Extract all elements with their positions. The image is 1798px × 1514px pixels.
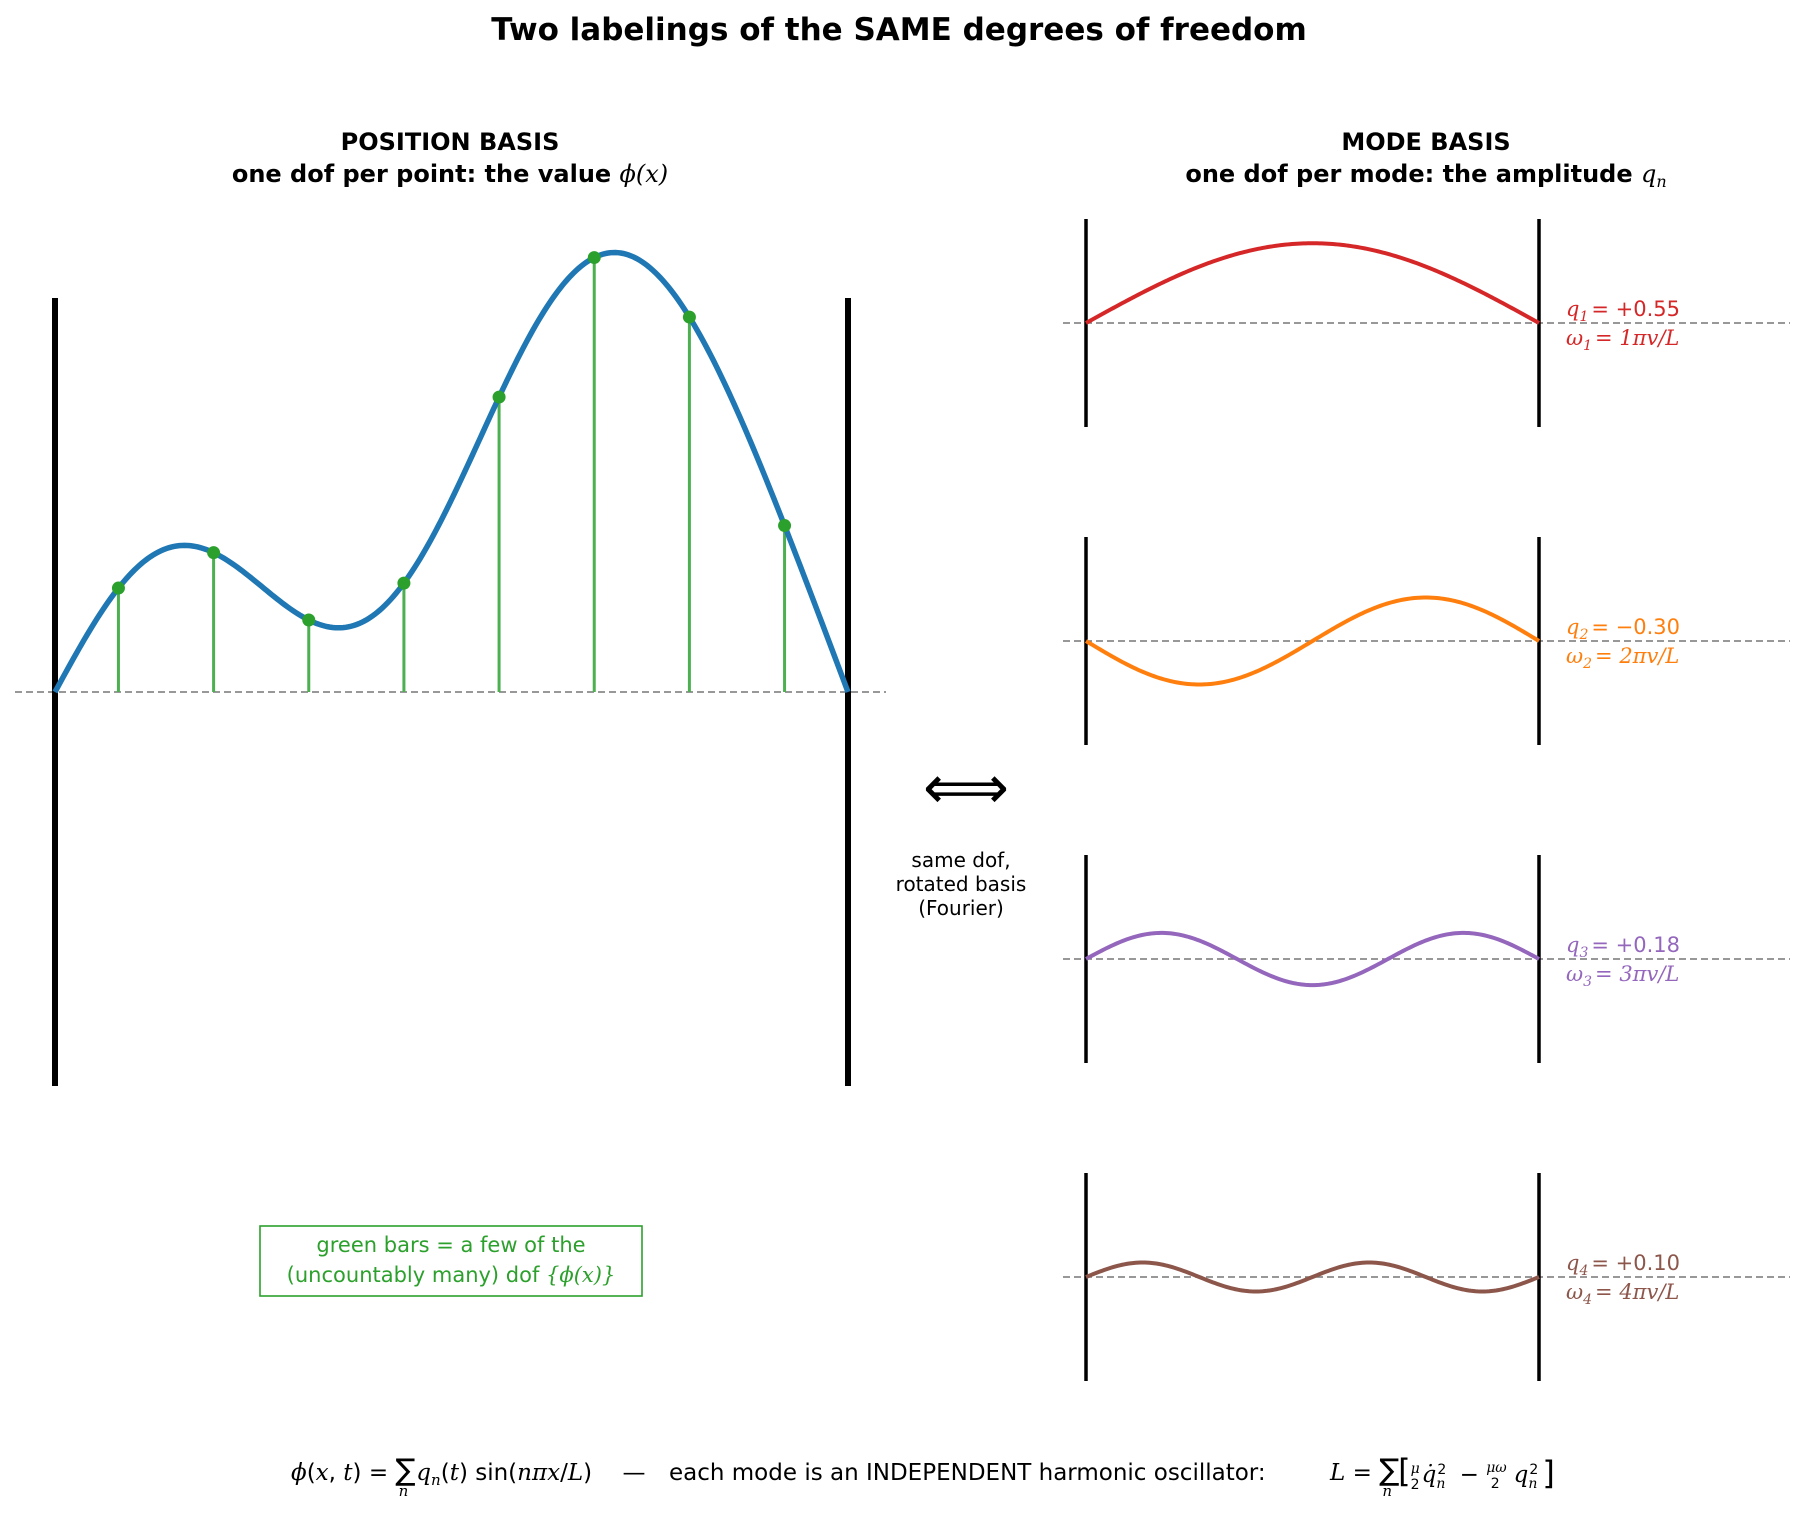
- equivalence-line3: (Fourier): [918, 896, 1004, 920]
- sample-dot-6: [587, 251, 601, 265]
- mode-4-frequency-label: ω4 = 4πv/L: [1566, 1280, 1679, 1308]
- sample-dot-4: [397, 576, 411, 590]
- mode-basis-subheading: one dof per mode: the amplitude qn: [1185, 160, 1666, 191]
- mode-basis-panel: MODE BASIS one dof per mode: the amplitu…: [1063, 128, 1790, 1381]
- mode-2-frequency-label: ω2 = 2πv/L: [1566, 644, 1679, 672]
- mode-2-amplitude-label: q2 = −0.30: [1566, 615, 1680, 643]
- sample-dot-1: [111, 581, 125, 595]
- footer-separator: —: [623, 1460, 646, 1486]
- mode-1-frequency-label: ω1 = 1πv/L: [1566, 326, 1679, 354]
- position-basis-heading: POSITION BASIS: [341, 128, 560, 156]
- sample-dots: [111, 251, 792, 627]
- mode-basis-heading: MODE BASIS: [1341, 128, 1510, 156]
- dof-note-line1: green bars = a few of the: [316, 1233, 585, 1257]
- sample-dot-7: [682, 310, 696, 324]
- sample-dot-2: [207, 546, 221, 560]
- dof-note-frame: [259, 1225, 643, 1297]
- mode-1-amplitude-label: q1 = +0.55: [1566, 297, 1680, 325]
- equivalence-line2: rotated basis: [896, 872, 1027, 896]
- footer-equation: ϕ(x, t) = ∑ nqn(t) sin(nπx/L) — each mode…: [291, 1452, 1555, 1500]
- dof-note-box: green bars = a few of the (uncountably m…: [259, 1225, 643, 1297]
- sample-dot-5: [492, 390, 506, 404]
- mode-3-curve: [1085, 930, 1540, 988]
- mode-3-frequency-label: ω3 = 3πv/L: [1566, 962, 1679, 990]
- sample-bars: [116, 257, 787, 692]
- dof-note-line2: (uncountably many) dof {ϕ(x)}: [287, 1263, 616, 1287]
- mode-4-amplitude-label: q4 = +0.10: [1566, 1251, 1680, 1279]
- mode-2-curve: [1084, 595, 1541, 687]
- equivalence-line1: same dof,: [911, 848, 1010, 872]
- sample-dot-3: [302, 613, 316, 627]
- footer-lagrangian: L = ∑ n[μ 2q̇n2 − μω 2 qn2]: [1329, 1452, 1555, 1500]
- mode-1-curve: [1085, 241, 1540, 325]
- position-basis-panel: POSITION BASIS one dof per point: the va…: [15, 128, 886, 1297]
- double-arrow-icon: ⟺: [923, 753, 1009, 823]
- basis-equivalence: ⟺ same dof, rotated basis (Fourier): [896, 753, 1027, 920]
- footer-text: each mode is an INDEPENDENT harmonic osc…: [669, 1460, 1266, 1486]
- footer-field-expansion: ϕ(x, t) = ∑ nqn(t) sin(nπx/L): [291, 1453, 592, 1500]
- field-curve: [52, 249, 851, 694]
- figure-title: Two labelings of the SAME degrees of fre…: [491, 12, 1307, 48]
- mode-3-amplitude-label: q3 = +0.18: [1566, 933, 1680, 961]
- mode-4-curve: [1085, 1260, 1540, 1294]
- sample-dot-8: [778, 519, 792, 533]
- position-basis-subheading: one dof per point: the value ϕ(x): [232, 160, 668, 188]
